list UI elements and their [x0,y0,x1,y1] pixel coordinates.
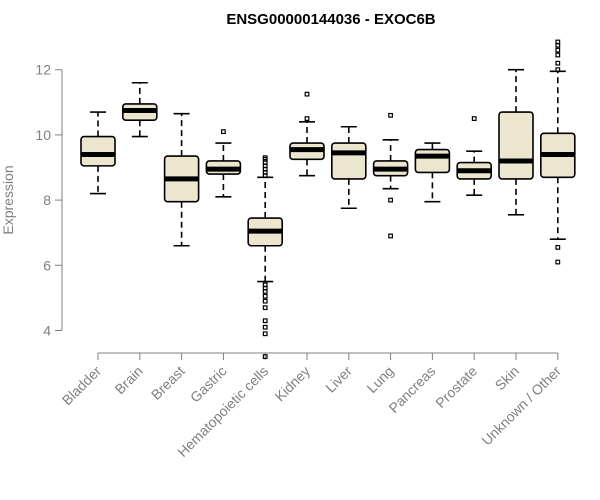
y-tick-label: 8 [43,192,51,208]
box-breast [163,112,200,247]
iqr-box [80,135,116,167]
x-tick-label: Brain [111,363,145,397]
iqr-box [498,111,534,180]
outlier-point [555,244,561,250]
y-axis-label: Expression [0,165,16,234]
outlier-point [555,60,561,66]
x-tick-label: Bladder [59,363,105,409]
x-tick-label: Breast [148,363,188,403]
box-bladder [80,111,116,195]
box-unknown-other [539,39,576,265]
y-tick-label: 10 [35,127,51,143]
outlier-point [262,331,268,337]
outlier-point [221,129,226,135]
y-axis: 4 6 8 10 12 [35,62,63,339]
y-tick-label: 12 [35,62,51,78]
y-tick-label: 4 [43,323,51,339]
outlier-point [262,354,268,359]
outlier-point [555,67,561,73]
outlier-point [388,112,393,118]
outlier-point [262,298,268,304]
outlier-point [304,91,310,97]
box-pancreas [414,142,451,203]
outlier-point [262,305,268,311]
outlier-point [262,293,268,299]
x-tick-label: Lung [363,363,396,396]
box-brain [122,81,158,138]
box-skin [498,68,534,216]
x-tick-label: Skin [492,363,523,394]
outlier-point [262,324,268,330]
x-tick-label: Kidney [272,363,314,405]
y-tick-label: 6 [43,257,51,273]
iqr-box [330,142,367,180]
outlier-point [262,282,268,288]
outlier-point [388,197,393,203]
x-tick-label: Unknown / Other [478,363,564,449]
outlier-point [262,318,268,324]
plot-area [80,39,576,359]
box-lung [372,112,409,239]
outlier-point [471,116,477,122]
box-prostate [456,116,493,197]
x-tick-label: Prostate [432,363,480,411]
outlier-point [555,47,561,53]
box-liver [330,125,367,210]
outlier-point [304,116,310,122]
outlier-point [555,52,561,58]
outlier-point [262,155,268,161]
outlier-point [555,39,561,45]
box-hematopoietic-cells [247,155,283,359]
box-gastric [205,129,242,198]
iqr-box [414,148,451,174]
outlier-point [388,233,393,239]
box-kidney [289,91,325,177]
chart-title: ENSG00000144036 - EXOC6B [226,11,435,28]
x-tick-label: Liver [322,363,355,396]
outlier-point [555,259,561,265]
